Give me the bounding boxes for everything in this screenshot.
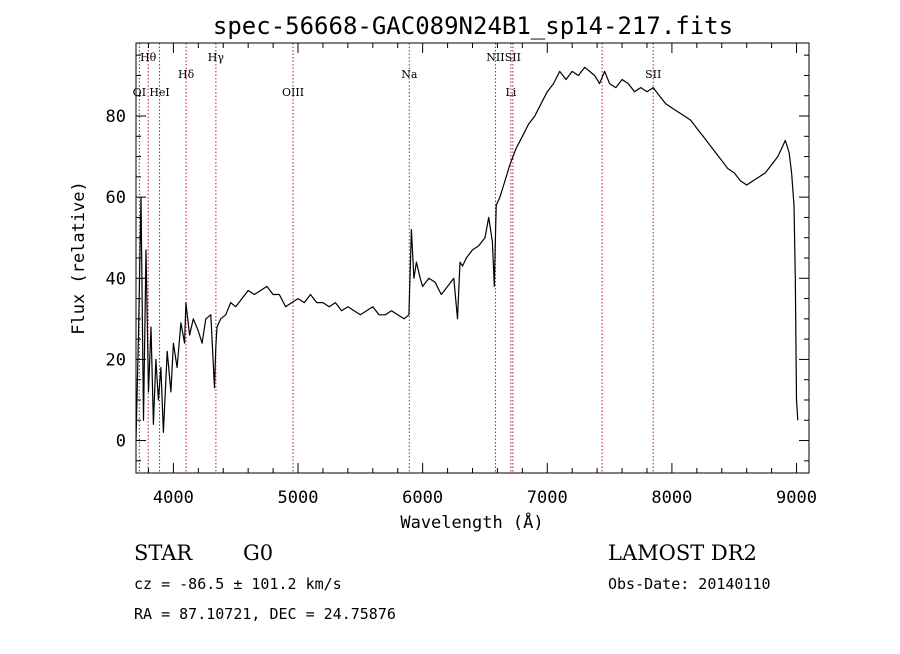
line-marker-label-7: NII — [486, 51, 504, 64]
redshift-info: cz = -86.5 ± 101.2 km/s — [134, 575, 342, 593]
line-marker-label-6: Na — [401, 68, 418, 81]
line-marker-label-1: Hθ — [140, 51, 157, 64]
line-marker-label-4: Hγ — [208, 51, 225, 64]
y-tick-label-40: 40 — [106, 269, 126, 289]
x-tick-label-6000: 6000 — [402, 488, 443, 508]
line-marker-label-9: SII — [505, 51, 521, 64]
chart-title: spec-56668-GAC089N24B1_sp14-217.fits — [213, 12, 733, 40]
emission-line-markers: OI Hθ HeI Hδ Hγ OIII Na NII Li SII SII — [133, 43, 661, 473]
x-tick-label-4000: 4000 — [153, 488, 194, 508]
line-marker-label-3: Hδ — [178, 68, 195, 81]
y-axis-ticks: 0 20 40 60 80 — [106, 54, 809, 462]
spectrum-line-0 — [135, 66, 799, 441]
line-marker-label-2: HeI — [149, 86, 169, 99]
obs-date: Obs-Date: 20140110 — [608, 575, 771, 593]
y-tick-label-60: 60 — [106, 188, 126, 208]
y-tick-label-20: 20 — [106, 350, 126, 370]
spectrum-series — [135, 66, 799, 441]
plot-frame — [135, 42, 810, 474]
line-marker-label-0: OI — [133, 86, 146, 99]
line-marker-label-5: OIII — [282, 86, 304, 99]
x-tick-label-7000: 7000 — [527, 488, 568, 508]
x-axis-ticks: 4000 5000 6000 7000 8000 9000 — [147, 43, 817, 508]
coordinates: RA = 87.10721, DEC = 24.75876 — [134, 605, 396, 623]
line-marker-label-11: SII — [645, 68, 661, 81]
object-subclass: G0 — [243, 541, 273, 565]
y-axis-label: Flux (relative) — [69, 181, 89, 335]
object-class: STAR — [134, 541, 193, 565]
x-axis-label: Wavelength (Å) — [400, 511, 543, 533]
survey-name: LAMOST DR2 — [608, 541, 757, 565]
x-tick-label-5000: 5000 — [278, 488, 319, 508]
y-tick-label-0: 0 — [116, 432, 126, 452]
y-tick-label-80: 80 — [106, 107, 126, 127]
x-tick-label-8000: 8000 — [651, 488, 692, 508]
line-marker-label-8: Li — [505, 86, 516, 99]
x-tick-label-9000: 9000 — [776, 488, 817, 508]
